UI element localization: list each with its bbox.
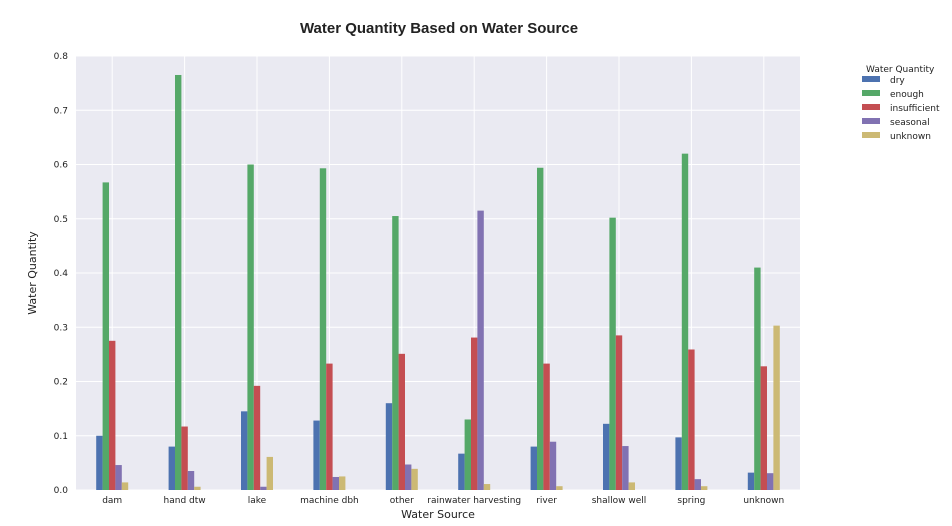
bar-seasonal-lake [260,486,267,490]
bar-enough-rainwater-harvesting [464,419,471,490]
legend-swatch-dry [862,76,880,82]
bar-unknown-lake [266,456,273,490]
bar-insufficient-dam [109,340,116,490]
x-axis-label: Water Source [401,508,475,521]
x-tick-label: shallow well [592,496,647,506]
bar-dry-river [530,446,537,490]
bar-insufficient-shallow-well [615,335,623,490]
y-tick-label: 0.8 [54,52,69,62]
legend-label-dry: dry [890,76,905,86]
bar-dry-other [385,403,393,490]
bar-enough-hand-dtw [175,74,182,491]
bar-insufficient-river [543,363,550,490]
y-tick-label: 0.0 [54,486,69,496]
bar-seasonal-hand-dtw [187,471,195,490]
bar-insufficient-machine-dbh [326,363,333,490]
x-tick-label: unknown [743,496,784,506]
legend-title: Water Quantity [866,65,935,75]
bar-seasonal-shallow-well [622,446,629,490]
bar-enough-shallow-well [609,217,616,491]
y-tick-label: 0.6 [54,161,69,171]
legend-swatch-unknown [862,132,880,138]
bar-unknown-rainwater-harvesting [483,484,491,490]
bar-seasonal-rainwater-harvesting [477,210,484,491]
bar-enough-other [392,216,399,490]
bar-seasonal-other [405,464,412,490]
bar-insufficient-other [398,353,405,490]
bar-enough-dam [102,182,109,490]
bar-dry-spring [675,437,682,490]
bar-dry-shallow-well [603,423,610,490]
legend-swatch-seasonal [862,118,880,124]
bar-enough-lake [247,164,254,490]
y-tick-label: 0.4 [54,269,69,279]
legend-swatch-insufficient [862,104,880,110]
bar-dry-machine-dbh [313,420,320,490]
x-tick-label: lake [248,496,267,506]
x-tick-label: spring [677,496,705,506]
legend-swatch-enough [862,90,880,96]
bar-unknown-shallow-well [628,482,635,490]
y-tick-label: 0.7 [54,106,68,116]
y-tick-label: 0.3 [54,323,68,333]
bar-enough-machine-dbh [319,168,327,491]
bar-seasonal-spring [694,479,701,490]
bar-unknown-unknown [773,325,780,490]
bar-dry-rainwater-harvesting [458,453,465,490]
x-tick-label: machine dbh [300,496,359,506]
y-axis-ticks: 0.0 0.1 0.2 0.3 0.4 0.5 0.6 0.7 0.8 [54,52,69,496]
x-tick-label: river [536,496,557,506]
x-tick-label: other [390,496,414,506]
x-tick-label: hand dtw [164,496,206,506]
y-tick-label: 0.1 [54,432,68,442]
legend-items: dry enough insufficient seasonal unknown [862,76,940,142]
bar-seasonal-dam [115,465,122,490]
legend-label-insufficient: insufficient [890,104,940,114]
legend: Water Quantity dry enough insufficient seas… [862,65,940,142]
bar-seasonal-unknown [767,473,774,490]
bar-dry-unknown [747,472,755,490]
bar-insufficient-rainwater-harvesting [471,337,478,490]
bar-dry-dam [96,435,103,490]
bar-unknown-spring [701,486,708,490]
bar-insufficient-hand-dtw [181,426,188,490]
chart-title: Water Quantity Based on Water Source [300,20,578,37]
x-axis-ticks: dam hand dtw lake machine dbh other rainwater… [102,496,784,506]
x-tick-label: rainwater harvesting [427,496,521,506]
bar-seasonal-machine-dbh [332,476,339,490]
bar-unknown-dam [121,482,129,490]
bar-insufficient-lake [253,385,261,490]
bar-unknown-river [556,486,563,490]
bar-seasonal-river [549,441,557,490]
x-tick-label: dam [102,496,122,506]
bar-enough-spring [681,153,689,490]
bar-insufficient-unknown [760,366,767,490]
bar-dry-hand-dtw [168,446,175,490]
bar-dry-lake [241,411,248,490]
y-tick-label: 0.2 [54,378,68,388]
legend-label-seasonal: seasonal [890,118,930,128]
bar-enough-unknown [754,267,761,490]
legend-label-enough: enough [890,90,924,100]
bar-insufficient-spring [688,349,695,490]
bar-unknown-hand-dtw [194,486,201,490]
bars-group [96,74,780,491]
bar-unknown-other [411,468,418,490]
bar-enough-river [537,167,544,490]
y-axis-label: Water Quantity [26,231,39,315]
legend-label-unknown: unknown [890,132,931,142]
bar-unknown-machine-dbh [339,476,346,490]
y-tick-label: 0.5 [54,215,68,225]
